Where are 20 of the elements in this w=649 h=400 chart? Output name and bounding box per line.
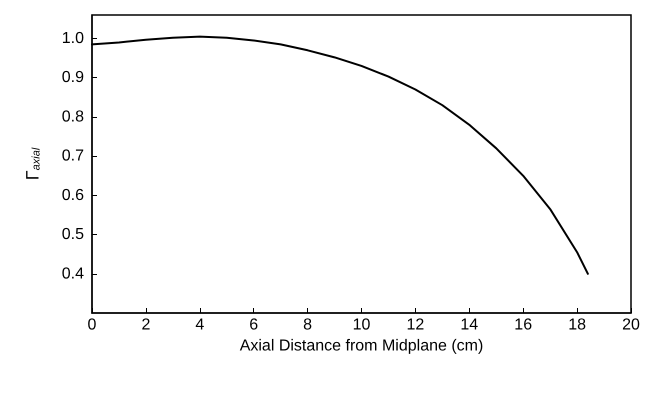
x-tick-label: 8 — [303, 316, 312, 334]
x-tick-label: 4 — [195, 316, 204, 334]
x-tick-label: 2 — [141, 316, 150, 334]
x-tick-label: 20 — [622, 316, 640, 334]
y-tick-label: 0.5 — [62, 226, 84, 244]
y-tick-label: 0.4 — [62, 265, 84, 282]
x-tick-label: 12 — [406, 316, 424, 334]
y-tick-label: 0.6 — [62, 186, 84, 204]
x-tick-label: 0 — [88, 316, 97, 334]
y-tick-label: 0.9 — [62, 69, 84, 86]
y-tick-label: 0.8 — [62, 108, 84, 126]
x-tick-label: 18 — [568, 316, 586, 334]
x-tick-label: 16 — [514, 316, 532, 334]
x-tick-label: 6 — [249, 316, 258, 334]
x-tick-label: 10 — [352, 316, 370, 334]
y-axis-title: Γaxial — [22, 147, 42, 180]
x-axis-title: Axial Distance from Midplane (cm) — [240, 337, 484, 354]
y-tick-label: 1.0 — [62, 30, 84, 48]
y-tick-label: 0.7 — [62, 148, 84, 165]
x-tick-label: 14 — [460, 316, 478, 334]
